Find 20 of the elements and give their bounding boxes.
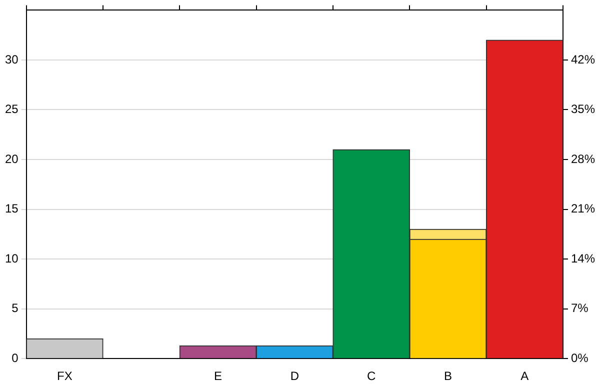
x-tick-label: E [214,369,222,384]
y2-tick-label: 7% [570,301,589,316]
x-tick-label: FX [57,369,72,384]
y-tick-label: 20 [4,152,19,166]
y-tick-label: 25 [4,102,19,116]
y-tick-label: 30 [4,52,19,66]
y2-tick-label: 21% [570,202,596,216]
y-tick-label: 15 [4,202,19,216]
y2-tick-label: 28% [570,152,596,166]
y-tick-label: 10 [4,251,19,266]
y2-tick-label: 35% [570,102,596,116]
y-tick-label: 0 [12,350,19,365]
x-tick-label: A [520,369,529,384]
y2-tick-label: 14% [570,251,596,266]
x-tick-label: B [444,369,452,384]
y-tick-label: 5 [12,301,19,316]
x-tick-label: C [366,369,376,384]
y2-tick-label: 0% [570,350,589,365]
y2-tick-label: 42% [570,52,596,66]
x-tick-label: D [290,369,300,384]
